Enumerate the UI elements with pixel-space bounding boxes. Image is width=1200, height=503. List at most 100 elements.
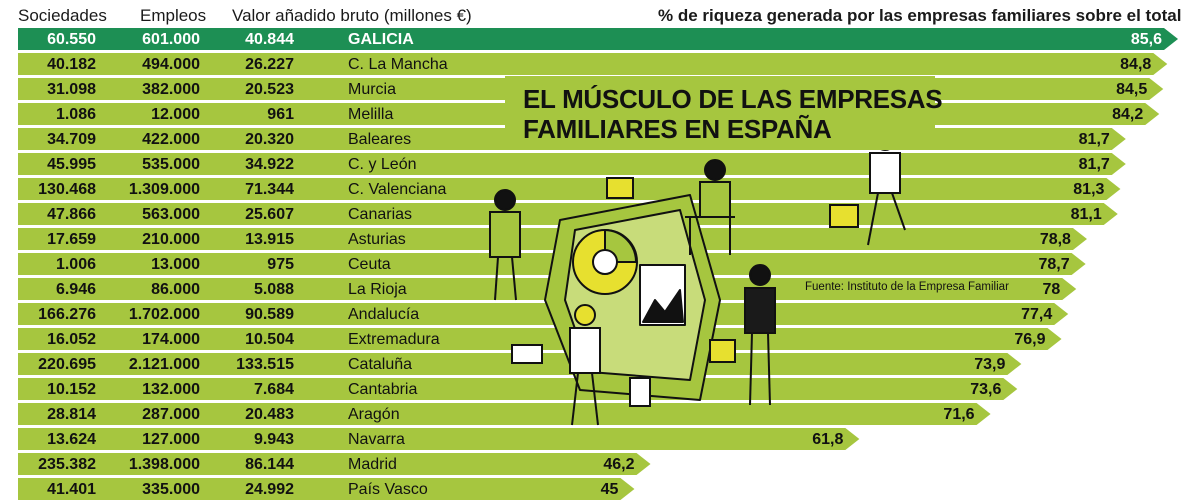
cell-valor: 71.344 (245, 181, 294, 198)
cell-valor: 13.915 (245, 231, 294, 248)
title-line-1: EL MÚSCULO DE LAS EMPRESAS (523, 84, 943, 114)
bar-11 (18, 303, 1069, 325)
cell-empleos: 287.000 (142, 406, 200, 423)
cell-sociedades: 34.709 (47, 131, 96, 148)
header-percent: % de riqueza generada por las empresas f… (658, 6, 1182, 25)
cell-empleos: 86.000 (151, 281, 200, 298)
cell-valor: 90.589 (245, 306, 294, 323)
cell-valor: 20.483 (245, 406, 294, 423)
data-label: 81,1 (1070, 206, 1102, 223)
data-label: 73,6 (970, 381, 1002, 398)
cell-sociedades: 16.052 (47, 331, 96, 348)
cell-region: Cantabria (348, 381, 418, 398)
cell-region: Canarias (348, 206, 413, 223)
cell-empleos: 132.000 (142, 381, 200, 398)
data-label: 84,5 (1116, 81, 1148, 98)
bar-15 (18, 403, 991, 425)
bar-16 (18, 428, 860, 450)
data-label: 78,8 (1039, 231, 1071, 248)
cell-sociedades: 41.401 (47, 481, 96, 498)
cell-sociedades: 235.382 (38, 456, 96, 473)
cell-valor: 961 (267, 106, 294, 123)
cell-empleos: 382.000 (142, 81, 200, 98)
cell-sociedades: 17.659 (47, 231, 96, 248)
cell-valor: 24.992 (245, 481, 294, 498)
cell-empleos: 335.000 (142, 481, 200, 498)
cell-valor: 86.144 (245, 456, 294, 473)
title-line-2: FAMILIARES EN ESPAÑA (523, 114, 832, 144)
cell-empleos: 563.000 (142, 206, 200, 223)
cell-region: Ceuta (348, 256, 391, 273)
header-sociedades: Sociedades (18, 6, 107, 25)
cell-sociedades: 1.086 (55, 106, 96, 123)
bar-5 (18, 153, 1126, 175)
bar-6 (18, 178, 1121, 200)
bar-18 (18, 478, 635, 500)
data-label: 77,4 (1021, 306, 1053, 323)
data-label: 46,2 (603, 456, 635, 473)
data-label: 45 (600, 481, 619, 498)
cell-region: C. y León (348, 156, 417, 173)
cell-valor: 7.684 (253, 381, 294, 398)
bar-12 (18, 328, 1062, 350)
cell-sociedades: 45.995 (47, 156, 96, 173)
data-label: 71,6 (943, 406, 975, 423)
cell-region: C. La Mancha (348, 56, 448, 73)
cell-region: País Vasco (348, 481, 428, 498)
header-empleos: Empleos (140, 6, 207, 25)
cell-sociedades: 220.695 (38, 356, 96, 373)
cell-empleos: 422.000 (142, 131, 200, 148)
cell-region: Andalucía (348, 306, 420, 323)
data-label: 85,6 (1130, 31, 1162, 48)
cell-region: Asturias (348, 231, 406, 248)
cell-empleos: 210.000 (142, 231, 200, 248)
data-label: 81,7 (1078, 156, 1110, 173)
cell-region: Aragón (348, 406, 400, 423)
cell-region: La Rioja (348, 281, 407, 298)
cell-empleos: 494.000 (142, 56, 200, 73)
data-label: 84,8 (1120, 56, 1152, 73)
cell-region: Madrid (348, 456, 397, 473)
cell-region: Melilla (348, 106, 394, 123)
cell-region: Extremadura (348, 331, 440, 348)
data-label: 78 (1042, 281, 1061, 298)
cell-valor: 133.515 (236, 356, 294, 373)
cell-region: Navarra (348, 431, 405, 448)
cell-sociedades: 47.866 (47, 206, 96, 223)
cell-valor: 9.943 (253, 431, 294, 448)
cell-empleos: 12.000 (151, 106, 200, 123)
cell-sociedades: 28.814 (47, 406, 96, 423)
cell-valor: 25.607 (245, 206, 294, 223)
cell-valor: 34.922 (245, 156, 294, 173)
cell-sociedades: 6.946 (55, 281, 96, 298)
cell-sociedades: 1.006 (55, 256, 96, 273)
cell-region: GALICIA (348, 31, 414, 48)
data-label: 84,2 (1112, 106, 1144, 123)
data-label: 76,9 (1014, 331, 1046, 348)
cell-valor: 26.227 (245, 56, 294, 73)
cell-empleos: 1.309.000 (128, 181, 200, 198)
source-note: Fuente: Instituto de la Empresa Familiar (805, 281, 1009, 293)
cell-valor: 975 (267, 256, 294, 273)
cell-empleos: 127.000 (142, 431, 200, 448)
cell-sociedades: 13.624 (47, 431, 96, 448)
cell-valor: 40.844 (245, 31, 294, 48)
cell-region: C. Valenciana (348, 181, 447, 198)
cell-region: Baleares (348, 131, 412, 148)
data-label: 81,3 (1073, 181, 1105, 198)
cell-valor: 20.320 (245, 131, 294, 148)
cell-empleos: 174.000 (142, 331, 200, 348)
cell-empleos: 1.398.000 (128, 456, 200, 473)
cell-empleos: 601.000 (142, 31, 200, 48)
cell-sociedades: 40.182 (47, 56, 96, 73)
bar-0 (18, 28, 1178, 50)
data-label: 61,8 (812, 431, 844, 448)
cell-valor: 20.523 (245, 81, 294, 98)
cell-region: Murcia (348, 81, 397, 98)
header-valor: Valor añadido bruto (millones €) (232, 6, 472, 25)
cell-sociedades: 130.468 (38, 181, 96, 198)
cell-sociedades: 10.152 (47, 381, 96, 398)
cell-sociedades: 60.550 (47, 31, 96, 48)
cell-empleos: 13.000 (151, 256, 200, 273)
